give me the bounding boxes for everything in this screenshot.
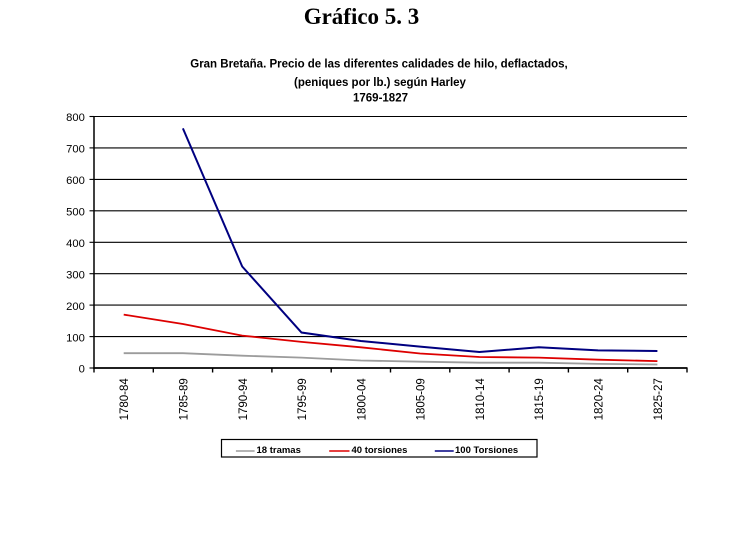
svg-text:300: 300 (66, 269, 85, 281)
svg-text:1795-99: 1795-99 (297, 378, 309, 420)
svg-text:800: 800 (66, 112, 85, 124)
svg-text:1805-09: 1805-09 (416, 378, 428, 420)
svg-text:0: 0 (79, 364, 85, 376)
svg-text:1785-89: 1785-89 (178, 378, 190, 420)
svg-text:1820-24: 1820-24 (594, 378, 606, 421)
svg-text:100 Torsiones: 100 Torsiones (455, 445, 518, 456)
svg-text:700: 700 (66, 144, 85, 156)
svg-text:1810-14: 1810-14 (475, 378, 487, 421)
svg-text:1769-1827: 1769-1827 (353, 92, 408, 104)
svg-text:400: 400 (66, 238, 85, 250)
svg-text:1815-19: 1815-19 (534, 378, 546, 420)
svg-text:1790-94: 1790-94 (238, 378, 250, 421)
svg-text:18 tramas: 18 tramas (257, 445, 301, 456)
svg-text:Gráfico 5. 3: Gráfico 5. 3 (304, 4, 420, 29)
svg-text:600: 600 (66, 175, 85, 187)
svg-text:200: 200 (66, 301, 85, 313)
svg-text:500: 500 (66, 207, 85, 219)
svg-text:1780-84: 1780-84 (119, 378, 131, 421)
svg-text:Gran Bretaña. Precio de las di: Gran Bretaña. Precio de las diferentes c… (190, 59, 568, 71)
svg-text:100: 100 (66, 332, 85, 344)
svg-text:40 torsiones: 40 torsiones (352, 445, 408, 456)
svg-text:(peniques por lb.) según Harle: (peniques por lb.) según Harley (294, 77, 466, 89)
svg-text:1825-27: 1825-27 (653, 378, 665, 420)
svg-text:1800-04: 1800-04 (356, 378, 368, 421)
